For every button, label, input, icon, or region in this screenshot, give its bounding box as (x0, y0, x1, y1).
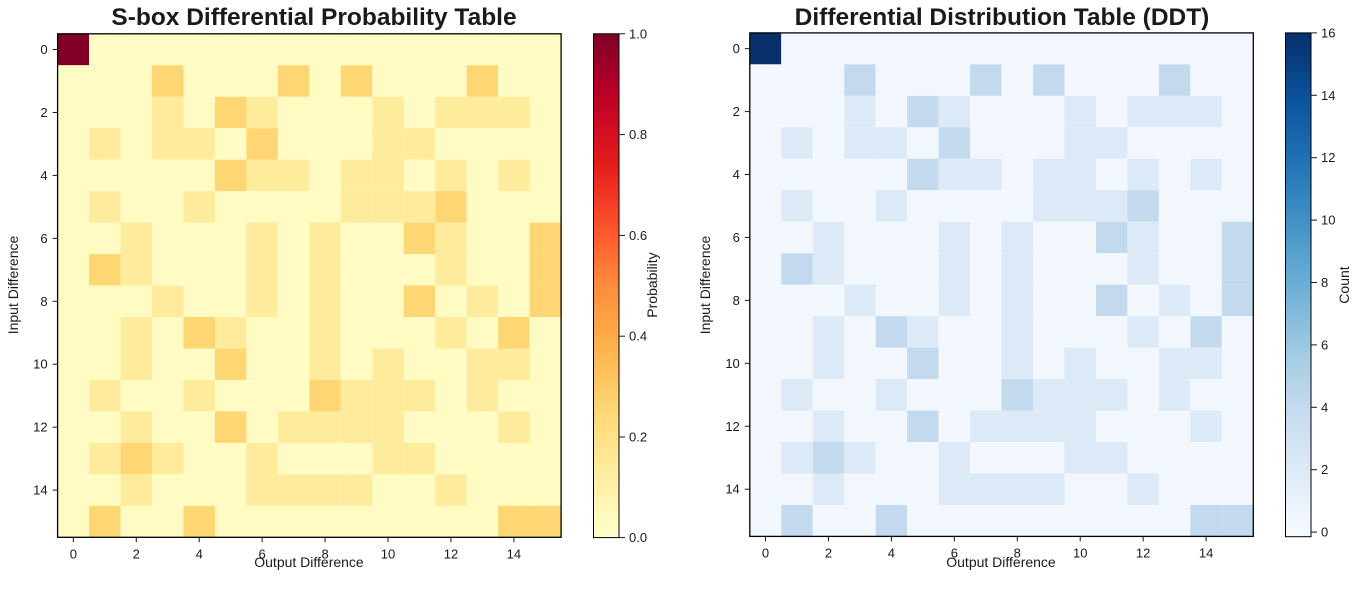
svg-text:0.4: 0.4 (629, 329, 647, 344)
svg-text:4: 4 (1321, 400, 1328, 415)
svg-text:14: 14 (1321, 88, 1335, 103)
svg-text:0: 0 (733, 41, 740, 56)
svg-text:Input Difference: Input Difference (5, 236, 21, 335)
svg-text:12: 12 (1321, 150, 1335, 165)
svg-text:1.0: 1.0 (629, 26, 647, 41)
svg-text:14: 14 (725, 482, 739, 497)
svg-text:Probability: Probability (644, 252, 660, 317)
svg-text:6: 6 (40, 231, 47, 246)
svg-text:10: 10 (1073, 545, 1087, 560)
svg-text:8: 8 (733, 293, 740, 308)
svg-text:Output Difference: Output Difference (254, 554, 364, 570)
svg-text:12: 12 (33, 420, 47, 435)
svg-text:4: 4 (196, 546, 203, 561)
svg-text:2: 2 (1321, 462, 1328, 477)
svg-text:Input Difference: Input Difference (697, 236, 713, 335)
svg-text:4: 4 (733, 167, 740, 182)
svg-text:2: 2 (825, 545, 832, 560)
svg-text:8: 8 (40, 294, 47, 309)
svg-text:S-box Differential Probability: S-box Differential Probability Table (111, 4, 516, 31)
svg-text:12: 12 (1136, 545, 1150, 560)
svg-text:14: 14 (1199, 545, 1213, 560)
svg-text:16: 16 (1321, 25, 1335, 40)
svg-text:0: 0 (762, 545, 769, 560)
svg-text:2: 2 (733, 104, 740, 119)
svg-text:Output Difference: Output Difference (946, 554, 1056, 570)
svg-text:0.2: 0.2 (629, 430, 647, 445)
svg-text:8: 8 (1321, 275, 1328, 290)
svg-text:6: 6 (733, 230, 740, 245)
svg-text:2: 2 (40, 105, 47, 120)
svg-text:Count: Count (1336, 266, 1352, 303)
svg-text:12: 12 (444, 546, 458, 561)
svg-text:10: 10 (381, 546, 395, 561)
svg-text:Differential Distribution Tabl: Differential Distribution Table (DDT) (795, 4, 1210, 31)
svg-text:12: 12 (725, 419, 739, 434)
svg-text:14: 14 (507, 546, 521, 561)
svg-text:0: 0 (1321, 525, 1328, 540)
svg-text:0: 0 (70, 546, 77, 561)
svg-text:4: 4 (40, 168, 47, 183)
svg-text:2: 2 (133, 546, 140, 561)
svg-text:0: 0 (40, 42, 47, 57)
svg-text:6: 6 (1321, 337, 1328, 352)
svg-text:4: 4 (888, 545, 895, 560)
svg-text:10: 10 (1321, 213, 1335, 228)
svg-text:10: 10 (33, 357, 47, 372)
svg-text:0.8: 0.8 (629, 127, 647, 142)
svg-text:10: 10 (725, 356, 739, 371)
svg-text:0.0: 0.0 (629, 530, 647, 545)
svg-text:14: 14 (33, 483, 47, 498)
svg-text:0.6: 0.6 (629, 228, 647, 243)
